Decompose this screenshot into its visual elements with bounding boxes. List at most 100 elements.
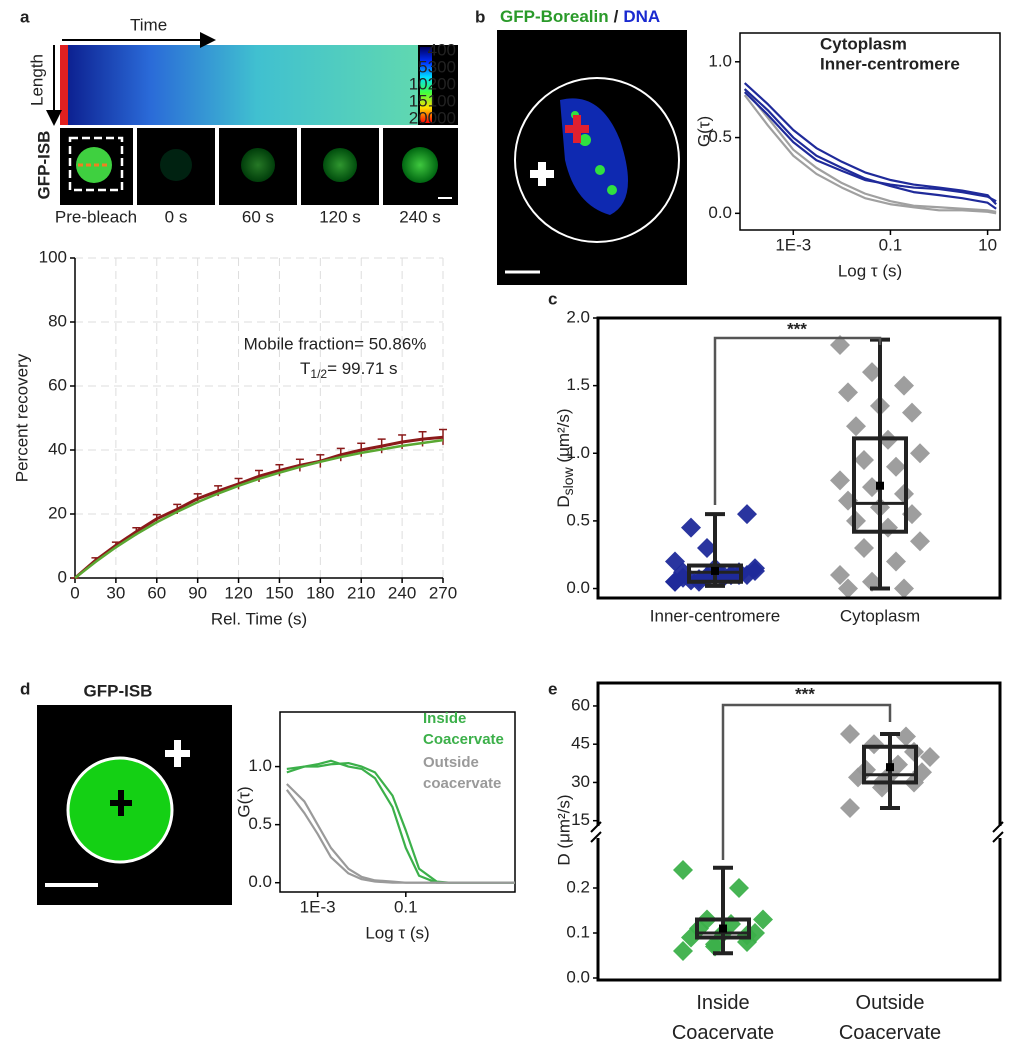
x-tick-label: 0	[70, 583, 79, 602]
data-point	[838, 578, 858, 599]
panel-b-title: GFP-Borealin / DNA	[500, 7, 660, 26]
x-tick-label: 30	[106, 583, 125, 602]
roi	[68, 136, 124, 192]
plot-frame	[596, 316, 1002, 600]
y-tick-label: 45	[571, 734, 590, 753]
y-tick-label: 15	[571, 810, 590, 829]
data-point	[886, 551, 906, 572]
data-line	[285, 789, 515, 884]
data-point	[894, 375, 914, 396]
data-point	[753, 909, 773, 930]
data-point	[673, 860, 693, 880]
x-tick-label: 240	[388, 583, 416, 602]
y-tick-label: 40	[48, 439, 67, 458]
panel-label: c	[548, 289, 557, 308]
x-tick-label: 150	[265, 583, 293, 602]
mean	[886, 763, 894, 772]
spot	[579, 134, 591, 146]
stain: GFP-Borealin	[500, 7, 609, 26]
y-tick-label: 1.0	[708, 51, 732, 70]
row-label: GFP-ISB	[34, 131, 53, 200]
data-point	[840, 797, 860, 818]
x-tick-label: 0.1	[394, 897, 418, 916]
data-point	[830, 470, 850, 491]
x-tick-label: 0.1	[879, 235, 903, 254]
colorbar-tick-label: 400	[428, 40, 456, 59]
y-tick-label: 0.5	[708, 127, 732, 146]
axis-break-gap	[996, 826, 1004, 838]
x-tick-label: Cytoplasm	[840, 606, 920, 625]
y-axis-label: Dslow (μm²/s)	[554, 408, 575, 507]
y-tick-label: 60	[571, 695, 590, 714]
legend-label: Inside Coacervate	[423, 710, 504, 748]
length-label: Length	[27, 54, 46, 106]
counterstain: DNA	[623, 7, 660, 26]
y-tick-label: 0.2	[566, 877, 590, 896]
frame-label: 120 s	[319, 207, 361, 226]
y-tick-label: 0	[58, 567, 67, 586]
y-axis-label: Percent recovery	[12, 353, 31, 482]
x-tick-label: 10	[978, 235, 997, 254]
x-axis-label: Log τ (s)	[365, 923, 429, 942]
droplet	[402, 147, 438, 183]
panel-d-image: GFP-ISB	[37, 681, 232, 905]
y-tick-label: 1.5	[566, 375, 590, 394]
y-tick-label: 0.0	[566, 967, 590, 986]
panel-label: b	[475, 7, 485, 26]
significance-bracket	[713, 336, 882, 505]
annotation: Mobile fraction= 50.86%	[244, 334, 427, 353]
x-tick-label: 60	[147, 583, 166, 602]
y-tick-label: 2.0	[566, 307, 590, 326]
y-tick-label: 80	[48, 311, 67, 330]
data-point	[681, 517, 701, 538]
droplet	[160, 149, 192, 181]
panel-d-title: GFP-ISB	[84, 681, 153, 700]
data-line	[74, 438, 444, 579]
crosshair	[530, 162, 554, 186]
frame-label: 0 s	[165, 207, 188, 226]
y-tick-label: 30	[571, 772, 590, 791]
y-tick-label: 0.5	[566, 510, 590, 529]
data-line	[743, 82, 997, 205]
annotation-part: = 99.71 s	[327, 359, 397, 378]
box	[862, 744, 918, 785]
kymograph-edge	[60, 45, 68, 125]
box	[695, 917, 751, 940]
x-tick-label: Outside Coacervate	[838, 992, 942, 1044]
colorbar-tick-label: 20000	[409, 108, 456, 127]
panel-label: a	[20, 7, 30, 26]
colorbar-tick-label: 15100	[409, 91, 456, 110]
y-axis-label-part: D	[554, 495, 573, 507]
droplet	[323, 148, 357, 182]
data-point	[729, 878, 749, 898]
y-axis-label: G(τ)	[234, 786, 253, 817]
panel-label: d	[20, 679, 30, 698]
cell-outline	[514, 77, 680, 243]
data-line	[74, 435, 444, 580]
significance: ***	[795, 684, 815, 703]
annotation-subscript: 1/2	[310, 367, 327, 381]
x-tick-label: 1E-3	[775, 235, 811, 254]
data-point	[854, 537, 874, 558]
data-point	[838, 382, 858, 403]
data-point	[910, 443, 930, 464]
x-tick-label: 210	[347, 583, 375, 602]
kymograph	[60, 45, 418, 125]
y-tick-label: 0.5	[248, 814, 272, 833]
y-axis-label: G(τ)	[694, 116, 713, 147]
droplet	[241, 148, 275, 182]
data-point	[894, 578, 914, 599]
plot-frame	[596, 681, 1002, 982]
significance-bracket	[721, 703, 892, 860]
mean	[719, 924, 727, 933]
data-point	[830, 335, 850, 356]
axis-break-gap	[594, 826, 602, 838]
y-axis-label-part: (μm²/s)	[554, 408, 573, 467]
data-line	[743, 88, 997, 213]
axis-break-mark	[992, 821, 1004, 843]
time-label: Time	[130, 15, 167, 34]
annotation-part: T	[300, 359, 310, 378]
data-point	[886, 456, 906, 477]
box	[852, 436, 908, 534]
